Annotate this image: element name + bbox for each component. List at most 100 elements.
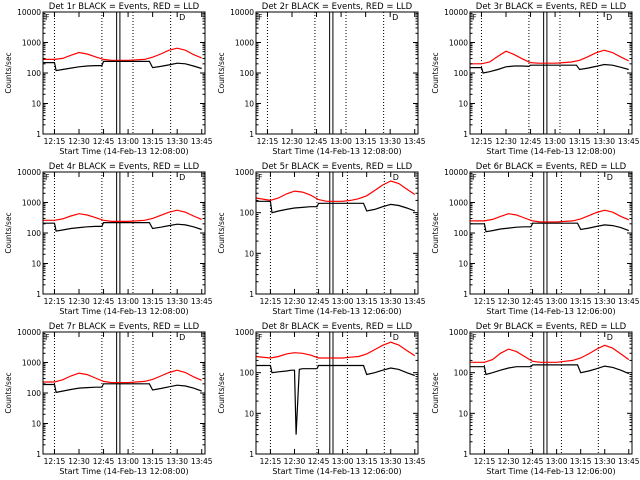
- x-tick-label: 13:00: [546, 457, 568, 466]
- series-line-red: [470, 209, 630, 223]
- panel-title: Det 7r BLACK = Events, RED = LLD: [49, 322, 200, 332]
- x-tick-label: 13:30: [593, 137, 615, 146]
- x-tick-label: 13:30: [379, 137, 401, 146]
- x-tick-label: 13:45: [404, 457, 426, 466]
- plot-frame: [42, 171, 206, 295]
- x-tick-label: 13:00: [544, 137, 566, 146]
- x-axis-label: Start Time (14-Feb-13 12:06:00): [486, 467, 615, 476]
- y-tick-label: 1: [249, 290, 254, 299]
- y-tick-label: 10000: [444, 168, 468, 177]
- series-line-black: [43, 60, 202, 72]
- y-tick-label: 1: [463, 450, 468, 459]
- panel-title: Det 9r BLACK = Events, RED = LLD: [476, 322, 627, 332]
- annotation-label: D: [606, 13, 612, 22]
- panel-7: Det 7r BLACK = Events, RED = LLD 1 10 100 10…: [4, 322, 213, 476]
- y-tick-label: 10: [31, 420, 41, 429]
- y-axis-label: Counts/sec: [431, 372, 440, 413]
- annotation-label: F: [45, 13, 50, 22]
- x-tick-label: 13:30: [166, 297, 188, 306]
- plot-frame: [469, 171, 633, 295]
- x-tick-label: 12:45: [93, 457, 115, 466]
- y-tick-label: 1000: [22, 199, 41, 208]
- series-line-black: [256, 200, 416, 214]
- x-tick-label: 13:30: [380, 297, 402, 306]
- x-tick-label: 13:15: [356, 457, 378, 466]
- y-tick-label: 1000: [449, 328, 468, 337]
- annotation-label: F: [45, 173, 50, 182]
- series-line-red: [255, 341, 416, 359]
- x-tick-label: 12:30: [498, 297, 520, 306]
- x-tick-label: 13:15: [142, 137, 164, 146]
- plot-frame: [255, 171, 419, 295]
- x-tick-label: 12:30: [284, 297, 306, 306]
- annotation-label: D: [179, 13, 185, 22]
- y-tick-label: 1: [36, 290, 41, 299]
- y-tick-label: 1: [463, 290, 468, 299]
- y-tick-label: 100: [454, 69, 469, 78]
- annotation-label: F: [258, 13, 263, 22]
- x-tick-label: 12:15: [471, 137, 493, 146]
- y-tick-label: 1: [249, 130, 254, 139]
- y-tick-label: 1000: [235, 168, 254, 177]
- panel-2: Det 2r BLACK = Events, RED = LLD 1 10 100 10…: [217, 2, 426, 156]
- x-axis-label: Start Time (14-Feb-13 12:08:00): [59, 147, 188, 156]
- x-tick-label: 13:45: [618, 457, 640, 466]
- panel-9: Det 9r BLACK = Events, RED = LLD 1 10 100 10…: [431, 322, 640, 476]
- y-tick-label: 100: [27, 389, 42, 398]
- x-tick-label: 13:45: [191, 297, 213, 306]
- annotation-label: D: [179, 173, 185, 182]
- y-axis-label: Counts/sec: [217, 52, 226, 93]
- y-axis-label: Counts/sec: [431, 212, 440, 253]
- annotation-label: D: [393, 173, 399, 182]
- panel-1: Det 1r BLACK = Events, RED = LLD 1 10 100 10…: [4, 2, 213, 156]
- x-tick-label: 12:30: [495, 137, 517, 146]
- x-tick-label: 12:45: [520, 137, 542, 146]
- series-line-black: [470, 364, 630, 376]
- y-axis-label: Counts/sec: [4, 372, 13, 413]
- x-tick-label: 13:30: [594, 297, 616, 306]
- plot-frame: [255, 331, 419, 455]
- x-tick-label: 13:30: [166, 457, 188, 466]
- y-tick-label: 100: [454, 229, 469, 238]
- panel-title: Det 4r BLACK = Events, RED = LLD: [49, 162, 200, 172]
- x-tick-label: 13:45: [191, 457, 213, 466]
- y-tick-label: 100: [240, 369, 255, 378]
- x-tick-label: 13:15: [142, 297, 164, 306]
- panel-3: Det 3r BLACK = Events, RED = LLD 1 10 100 10…: [431, 2, 640, 156]
- series-line-red: [255, 180, 416, 202]
- annotation-label: F: [258, 173, 263, 182]
- y-tick-label: 1000: [235, 39, 254, 48]
- x-axis-label: Start Time (14-Feb-13 12:08:00): [59, 467, 188, 476]
- panel-title: Det 6r BLACK = Events, RED = LLD: [476, 162, 627, 172]
- x-tick-label: 12:30: [68, 297, 90, 306]
- y-axis-label: Counts/sec: [217, 212, 226, 253]
- y-axis-label: Counts/sec: [4, 212, 13, 253]
- annotation-label: F: [258, 333, 263, 342]
- panel-title: Det 5r BLACK = Events, RED = LLD: [262, 162, 413, 172]
- panel-8: Det 8r BLACK = Events, RED = LLD 1 10 100 10…: [217, 322, 426, 476]
- x-tick-label: 13:45: [404, 137, 426, 146]
- x-axis-label: Start Time (14-Feb-13 12:08:00): [272, 147, 401, 156]
- x-tick-label: 13:00: [117, 297, 139, 306]
- y-tick-label: 100: [27, 229, 42, 238]
- x-tick-label: 13:45: [618, 297, 640, 306]
- y-tick-label: 10000: [17, 168, 41, 177]
- x-tick-label: 12:15: [260, 297, 282, 306]
- annotation-label: F: [472, 13, 477, 22]
- x-tick-label: 13:45: [191, 137, 213, 146]
- y-axis-label: Counts/sec: [217, 372, 226, 413]
- y-tick-label: 10000: [444, 8, 468, 17]
- series-line-red: [43, 209, 202, 222]
- annotation-label: F: [45, 333, 50, 342]
- panel-title: Det 3r BLACK = Events, RED = LLD: [476, 2, 627, 12]
- plot-frame: [42, 331, 206, 455]
- panel-title: Det 2r BLACK = Events, RED = LLD: [262, 2, 413, 12]
- series-line-black: [43, 383, 202, 394]
- annotation-label: D: [607, 173, 613, 182]
- panel-5: Det 5r BLACK = Events, RED = LLD 1 10 100 10…: [217, 162, 426, 316]
- x-tick-label: 13:00: [117, 457, 139, 466]
- x-tick-label: 12:30: [68, 457, 90, 466]
- x-tick-label: 12:45: [308, 297, 330, 306]
- annotation-label: D: [393, 333, 399, 342]
